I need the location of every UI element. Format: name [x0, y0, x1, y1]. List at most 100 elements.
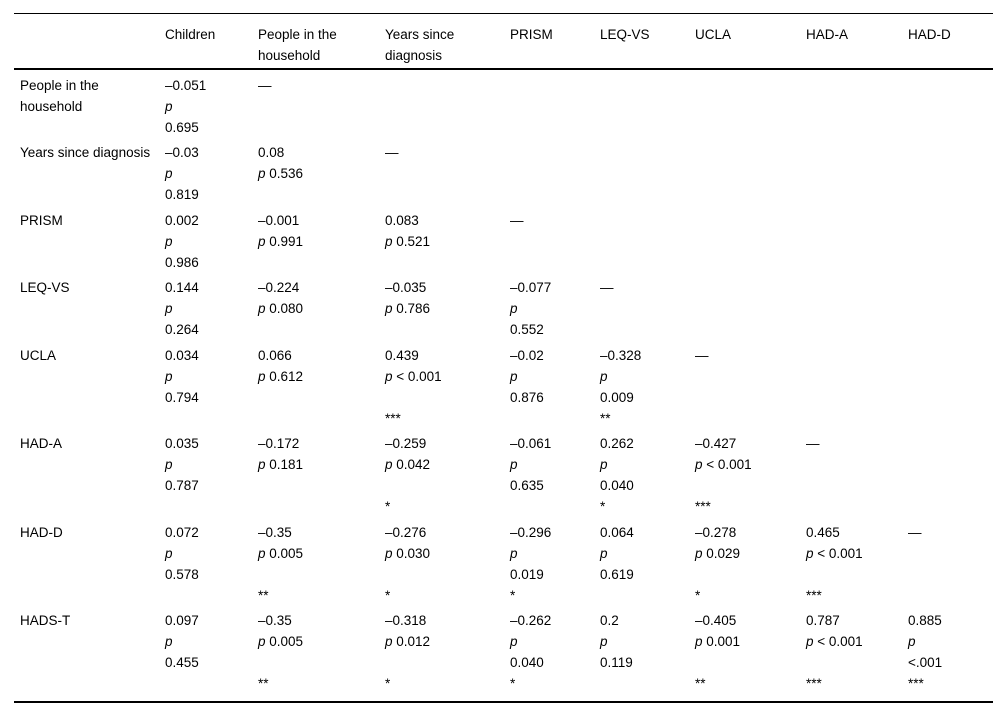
table-cell: –0.035 p 0.786 — [385, 273, 510, 341]
cell-line — [258, 387, 383, 408]
cell-line — [806, 652, 906, 673]
cell-line: p — [165, 301, 173, 316]
cell-line — [908, 163, 991, 184]
table-cell: 0.885 p <.001 *** — [908, 606, 993, 703]
cell-line — [908, 366, 991, 387]
table-cell: –0.259 p 0.042 * — [385, 429, 510, 518]
cell-line — [510, 184, 598, 205]
column-header-leq-vs: LEQ-VS — [600, 13, 695, 70]
column-header-had-d: HAD-D — [908, 13, 993, 70]
cell-line: *** — [806, 587, 822, 603]
cell-value: 0.035 — [165, 436, 199, 451]
cell-line — [600, 673, 693, 694]
cell-line: ** — [695, 676, 706, 691]
table-cell: –0.061 p 0.635 — [510, 429, 600, 518]
column-header-years-diagnosis: Years since diagnosis — [385, 13, 510, 70]
cell-line — [908, 496, 991, 517]
cell-value — [908, 345, 991, 366]
cell-value: — — [908, 524, 922, 540]
table-cell: 0.064 p 0.619 — [600, 517, 695, 606]
cell-line — [385, 652, 508, 673]
table-cell — [806, 205, 908, 273]
table-cell: –0.03 p 0.819 — [165, 138, 258, 206]
cell-line: 0.695 — [165, 119, 199, 135]
row-label: HAD-A — [20, 436, 63, 451]
table-cell — [510, 69, 600, 138]
cell-line — [510, 252, 598, 273]
table-row: PRISM 0.002 p 0.986 –0.001 p 0.991 0.083 p 0.52… — [14, 205, 993, 273]
cell-line — [908, 319, 991, 340]
cell-line — [908, 117, 991, 138]
cell-value: –0.051 — [165, 77, 207, 93]
cell-line: p 0.536 — [258, 166, 304, 181]
cell-line — [600, 252, 693, 273]
cell-line — [908, 298, 991, 319]
cell-line — [806, 298, 906, 319]
cell-value — [695, 75, 804, 96]
cell-value: –0.224 — [258, 280, 300, 295]
cell-line: p — [510, 368, 518, 384]
cell-line: p — [165, 457, 173, 472]
cell-line: *** — [806, 676, 822, 691]
cell-line — [806, 454, 906, 475]
cell-line: 0.986 — [165, 254, 199, 270]
cell-line: 0.019 — [510, 566, 544, 582]
cell-value: –0.259 — [385, 436, 427, 451]
cell-line: p — [908, 634, 916, 649]
cell-line — [806, 96, 906, 117]
table-cell: 0.097 p 0.455 — [165, 606, 258, 703]
cell-line: * — [385, 587, 391, 603]
table-cell — [695, 205, 806, 273]
table-cell — [806, 138, 908, 206]
cell-line: * — [385, 676, 391, 691]
cell-line — [258, 252, 383, 273]
cell-line — [806, 366, 906, 387]
cell-line — [258, 117, 383, 138]
cell-line: p 0.181 — [258, 457, 304, 472]
cell-value: 0.262 — [600, 436, 634, 451]
cell-line — [806, 117, 906, 138]
cell-line: 0.455 — [165, 655, 199, 670]
table-cell: –0.35 p 0.005 ** — [258, 606, 385, 703]
cell-value — [510, 75, 598, 96]
table-cell — [908, 205, 993, 273]
cell-line — [806, 387, 906, 408]
cell-line: * — [510, 587, 516, 603]
cell-line — [510, 96, 598, 117]
cell-line: p — [165, 98, 173, 114]
cell-line — [258, 475, 383, 496]
cell-line — [258, 564, 383, 585]
cell-value: –0.001 — [258, 212, 300, 228]
cell-value: –0.02 — [510, 347, 544, 363]
cell-value: 0.097 — [165, 613, 199, 628]
cell-line — [695, 475, 804, 496]
cell-line — [695, 298, 804, 319]
cell-line: p — [510, 545, 518, 561]
cell-value: 0.439 — [385, 347, 419, 363]
cell-value — [806, 210, 906, 231]
cell-line — [600, 298, 693, 319]
cell-value: 0.144 — [165, 280, 199, 295]
cell-line — [385, 252, 508, 273]
cell-line — [510, 163, 598, 184]
cell-line — [806, 184, 906, 205]
cell-line — [600, 184, 693, 205]
cell-value: –0.35 — [258, 524, 292, 540]
cell-value — [908, 433, 991, 454]
cell-line: p 0.991 — [258, 233, 304, 249]
table-cell — [806, 340, 908, 429]
cell-value — [600, 210, 693, 231]
cell-value: — — [806, 436, 820, 451]
table-body: People in the household –0.051 p 0.695— Year… — [14, 69, 993, 702]
cell-line — [695, 564, 804, 585]
cell-line — [695, 652, 804, 673]
cell-value — [908, 142, 991, 163]
cell-line: p — [165, 634, 173, 649]
cell-line: p — [600, 634, 608, 649]
cell-value: 0.072 — [165, 524, 199, 540]
cell-line: * — [695, 587, 701, 603]
cell-line: 0.264 — [165, 322, 199, 337]
table-cell: — — [258, 69, 385, 138]
cell-line — [600, 231, 693, 252]
cell-line: p < 0.001 — [385, 368, 442, 384]
